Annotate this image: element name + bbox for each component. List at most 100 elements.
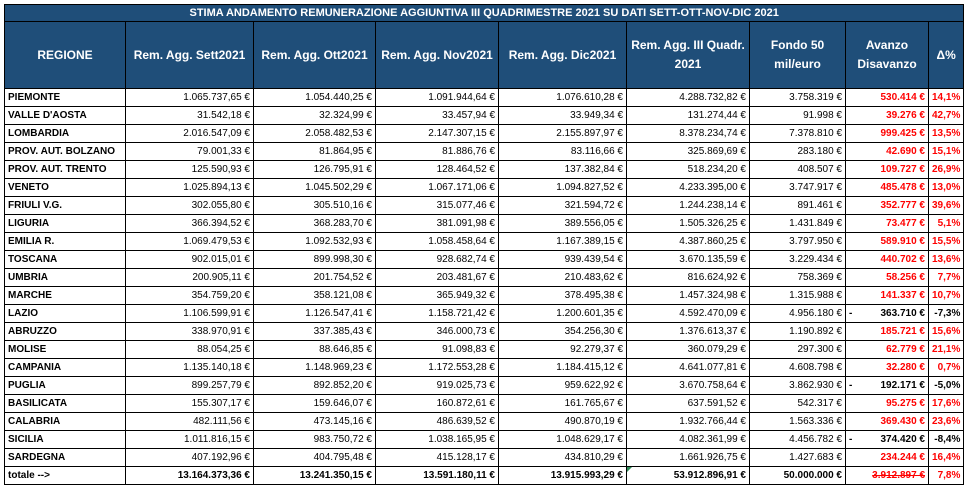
negative-sign: -: [849, 308, 853, 319]
spreadsheet: STIMA ANDAMENTO REMUNERAZIONE AGGIUNTIVA…: [3, 4, 965, 485]
dic-cell: 354.256,30 €: [498, 322, 627, 341]
delta-cell: 16,4%: [927, 448, 965, 467]
fondo-cell: 3.797.950 €: [749, 232, 846, 251]
quadr-cell: 4.288.732,82 €: [626, 88, 750, 107]
nov-cell: 33.457,94 €: [375, 106, 499, 125]
negative-sign: -: [849, 434, 853, 445]
ott-cell: 159.646,07 €: [253, 394, 376, 413]
table-row: PUGLIA 899.257,79 €892.852,20 €919.025,73…: [4, 376, 965, 395]
delta-cell: 17,6%: [927, 394, 965, 413]
fondo-cell: 3.758.319 €: [749, 88, 846, 107]
fondo-cell: 91.998 €: [749, 106, 846, 125]
avanzo-value: 485.478 €: [880, 182, 926, 193]
fondo-cell: 1.315.988 €: [749, 286, 846, 305]
avanzo-cell: 352.777 €: [845, 196, 929, 215]
dic-cell: 13.915.993,29 €: [498, 466, 627, 485]
delta-cell: 13,6%: [927, 250, 965, 269]
region-cell: FRIULI V.G.: [4, 196, 126, 215]
fondo-cell: 542.317 €: [749, 394, 846, 413]
delta-cell: 15,5%: [927, 232, 965, 251]
header-quadr: Rem. Agg. III Quadr. 2021: [626, 21, 750, 89]
avanzo-cell: 3.912.897 €: [845, 466, 929, 485]
ott-cell: 899.998,30 €: [253, 250, 376, 269]
quadr-cell: 4.641.077,81 €: [626, 358, 750, 377]
table-row: MARCHE 354.759,20 €358.121,08 €365.949,32…: [4, 286, 965, 305]
avanzo-value: 192.171 €: [880, 380, 926, 391]
avanzo-cell: 42.690 €: [845, 142, 929, 161]
quadr-cell: 8.378.234,74 €: [626, 124, 750, 143]
sett-cell: 354.759,20 €: [125, 286, 254, 305]
nov-cell: 203.481,67 €: [375, 268, 499, 287]
sett-cell: 302.055,80 €: [125, 196, 254, 215]
dic-cell: 1.200.601,35 €: [498, 304, 627, 323]
ott-cell: 126.795,91 €: [253, 160, 376, 179]
sett-cell: 1.011.816,15 €: [125, 430, 254, 449]
ott-cell: 2.058.482,53 €: [253, 124, 376, 143]
avanzo-value: 352.777 €: [880, 200, 926, 211]
nov-cell: 315.077,46 €: [375, 196, 499, 215]
ott-cell: 1.092.532,93 €: [253, 232, 376, 251]
region-cell: TOSCANA: [4, 250, 126, 269]
header-dic: Rem. Agg. Dic2021: [498, 21, 627, 89]
fondo-cell: 7.378.810 €: [749, 124, 846, 143]
avanzo-value: 363.710 €: [880, 308, 926, 319]
table-row: EMILIA R. 1.069.479,53 €1.092.532,93 €1.0…: [4, 232, 965, 251]
dic-cell: 434.810,29 €: [498, 448, 627, 467]
ott-cell: 81.864,95 €: [253, 142, 376, 161]
header-avanzo: Avanzo Disavanzo: [845, 21, 929, 89]
region-cell: LAZIO: [4, 304, 126, 323]
region-cell: PIEMONTE: [4, 88, 126, 107]
fondo-cell: 4.456.782 €: [749, 430, 846, 449]
fondo-cell: 3.747.917 €: [749, 178, 846, 197]
nov-cell: 365.949,32 €: [375, 286, 499, 305]
avanzo-value: 32.280 €: [886, 362, 925, 373]
delta-cell: 15,1%: [927, 142, 965, 161]
quadr-cell: 1.457.324,98 €: [626, 286, 750, 305]
fondo-cell: 4.608.798 €: [749, 358, 846, 377]
dic-cell: 321.594,72 €: [498, 196, 627, 215]
ott-cell: 473.145,16 €: [253, 412, 376, 431]
fondo-cell: 408.507 €: [749, 160, 846, 179]
fondo-cell: 283.180 €: [749, 142, 846, 161]
ott-cell: 13.241.350,15 €: [253, 466, 376, 485]
table-row: LIGURIA 366.394,52 €368.283,70 €381.091,9…: [4, 214, 965, 233]
avanzo-value: 3.912.897 €: [872, 470, 925, 481]
avanzo-value: 369.430 €: [880, 416, 926, 427]
ott-cell: 892.852,20 €: [253, 376, 376, 395]
delta-cell: 10,7%: [927, 286, 965, 305]
sett-cell: 482.111,56 €: [125, 412, 254, 431]
sett-cell: 1.135.140,18 €: [125, 358, 254, 377]
table-row: VENETO 1.025.894,13 €1.045.502,29 €1.067.…: [4, 178, 965, 197]
table-row: LOMBARDIA 2.016.547,09 €2.058.482,53 €2.1…: [4, 124, 965, 143]
dic-cell: 1.048.629,17 €: [498, 430, 627, 449]
delta-cell: 7,8%: [927, 466, 965, 485]
header-delta: Δ%: [927, 21, 965, 89]
dic-cell: 1.167.389,15 €: [498, 232, 627, 251]
avanzo-value: 39.276 €: [886, 110, 925, 121]
nov-cell: 1.067.171,06 €: [375, 178, 499, 197]
sett-cell: 31.542,18 €: [125, 106, 254, 125]
dic-cell: 959.622,92 €: [498, 376, 627, 395]
sett-cell: 366.394,52 €: [125, 214, 254, 233]
table-row: VALLE D'AOSTA 31.542,18 €32.324,99 €33.45…: [4, 106, 965, 125]
ott-cell: 368.283,70 €: [253, 214, 376, 233]
dic-cell: 137.382,84 €: [498, 160, 627, 179]
avanzo-value: 109.727 €: [880, 164, 926, 175]
dic-cell: 1.076.610,28 €: [498, 88, 627, 107]
avanzo-cell: 440.702 €: [845, 250, 929, 269]
sett-cell: 155.307,17 €: [125, 394, 254, 413]
sett-cell: 902.015,01 €: [125, 250, 254, 269]
fondo-cell: 1.563.336 €: [749, 412, 846, 431]
fondo-cell: 1.427.683 €: [749, 448, 846, 467]
region-cell: MOLISE: [4, 340, 126, 359]
delta-cell: 23,6%: [927, 412, 965, 431]
table-row: CALABRIA 482.111,56 €473.145,16 €486.639,…: [4, 412, 965, 431]
fondo-cell: 758.369 €: [749, 268, 846, 287]
avanzo-value: 62.779 €: [886, 344, 925, 355]
ott-cell: 404.795,48 €: [253, 448, 376, 467]
table-row: SARDEGNA 407.192,96 €404.795,48 €415.128,…: [4, 448, 965, 467]
nov-cell: 1.038.165,95 €: [375, 430, 499, 449]
delta-cell: 5,1%: [927, 214, 965, 233]
header-sett: Rem. Agg. Sett2021: [125, 21, 254, 89]
table-row: LAZIO 1.106.599,91 €1.126.547,41 €1.158.7…: [4, 304, 965, 323]
